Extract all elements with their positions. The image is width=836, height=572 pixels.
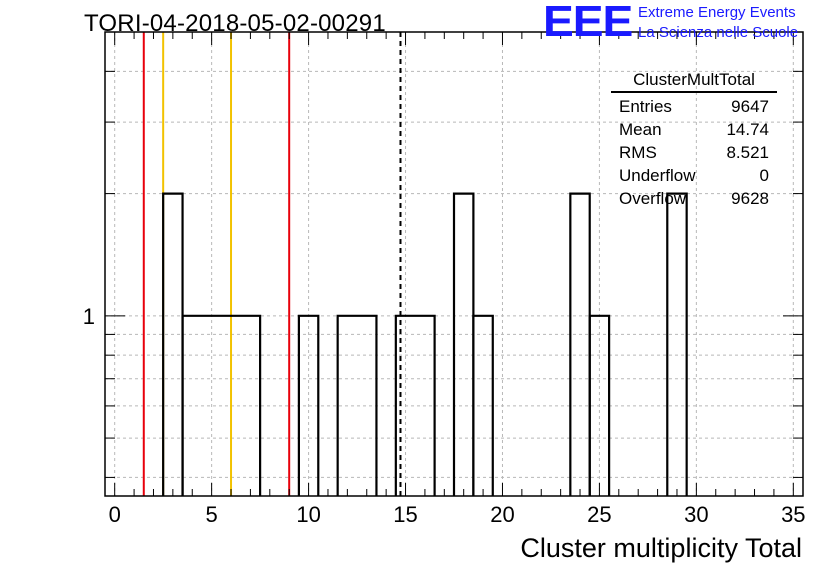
logo-line-2: La Scienza nelle Scuole (638, 24, 799, 41)
x-tick-label: 0 (109, 502, 121, 527)
histogram-bin (297, 314, 320, 496)
stats-label: Entries (619, 97, 672, 116)
histogram-bin (181, 314, 262, 496)
histogram-bin (569, 192, 591, 496)
x-tick-label: 20 (490, 502, 514, 527)
stats-label: Underflow (619, 166, 696, 185)
x-axis-label: Cluster multiplicity Total (520, 533, 802, 563)
logo-mark: EEE (543, 0, 633, 46)
stats-value: 9647 (731, 97, 769, 116)
histogram-bin (472, 314, 494, 496)
stats-label: RMS (619, 143, 657, 162)
logo-line-1: Extreme Energy Events (638, 4, 796, 21)
chart-title: TORI-04-2018-05-02-00291 (84, 10, 386, 37)
stats-value: 8.521 (726, 143, 769, 162)
stats-label: Overflow (619, 189, 687, 208)
histogram-bin (452, 192, 475, 496)
x-tick-label: 35 (781, 502, 805, 527)
x-tick-label: 10 (296, 502, 320, 527)
stats-value: 0 (759, 166, 769, 185)
histogram-bin (394, 314, 436, 496)
stats-row-rms: RMS 8.521 (611, 141, 777, 164)
stats-row-mean: Mean 14.74 (611, 118, 777, 141)
axis-ticks (105, 32, 803, 496)
eee-logo: EEE Extreme Energy Events La Scienza nel… (543, 0, 833, 46)
x-tick-label: 25 (587, 502, 611, 527)
x-tick-label: 5 (206, 502, 218, 527)
histogram-bin (588, 314, 611, 496)
stats-box: ClusterMultTotal Entries 9647 Mean 14.74… (611, 70, 777, 210)
stats-value: 14.74 (726, 120, 769, 139)
stats-title: ClusterMultTotal (611, 70, 777, 93)
stats-label: Mean (619, 120, 662, 139)
histogram-bins (162, 192, 688, 496)
stats-value: 9628 (731, 189, 769, 208)
stats-row-overflow: Overflow 9628 (611, 187, 777, 210)
x-tick-label: 30 (684, 502, 708, 527)
y-tick-label: 1 (83, 304, 95, 329)
histogram-bin (162, 192, 184, 496)
plot-frame (104, 31, 804, 497)
histogram-bin (666, 192, 688, 496)
stats-row-underflow: Underflow 0 (611, 164, 777, 187)
x-tick-label: 15 (393, 502, 417, 527)
stats-row-entries: Entries 9647 (611, 95, 777, 118)
histogram-bin (336, 314, 378, 496)
tick-labels: 0 5 10 15 20 25 30 35 1 (83, 304, 806, 527)
